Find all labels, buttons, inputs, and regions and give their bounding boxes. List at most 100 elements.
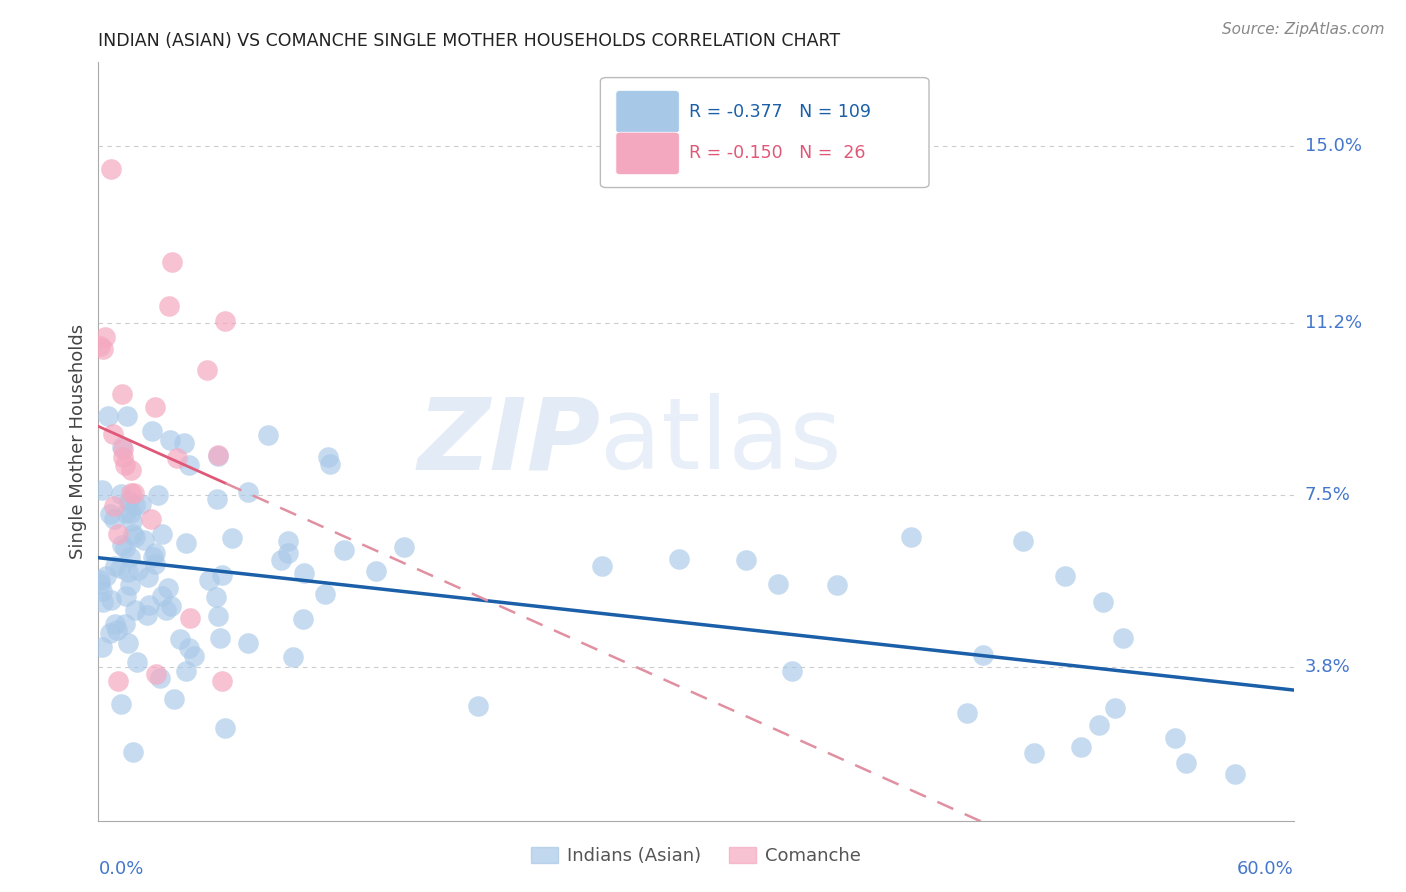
Text: 60.0%: 60.0% bbox=[1237, 860, 1294, 878]
Point bbox=[122, 745, 145, 759]
Point bbox=[89, 577, 111, 591]
Point bbox=[122, 526, 145, 541]
Point bbox=[291, 612, 314, 626]
Text: 15.0%: 15.0% bbox=[1305, 137, 1361, 155]
Point bbox=[150, 589, 173, 603]
Point bbox=[257, 427, 280, 442]
Point bbox=[1088, 718, 1111, 732]
Point bbox=[127, 562, 149, 576]
Point bbox=[103, 558, 125, 573]
Text: R = -0.377   N = 109: R = -0.377 N = 109 bbox=[689, 103, 870, 120]
Point bbox=[735, 553, 758, 567]
Point bbox=[117, 566, 139, 580]
Point bbox=[207, 449, 229, 463]
Text: ZIP: ZIP bbox=[418, 393, 600, 490]
Point bbox=[118, 549, 141, 564]
Point bbox=[91, 343, 114, 357]
Point bbox=[124, 603, 146, 617]
Point bbox=[90, 640, 112, 654]
Point bbox=[195, 363, 218, 377]
Point bbox=[146, 488, 169, 502]
Point bbox=[143, 546, 166, 560]
Point bbox=[91, 595, 114, 609]
Point bbox=[292, 566, 315, 581]
Point bbox=[366, 564, 388, 578]
Point bbox=[236, 635, 259, 649]
Legend: Indians (Asian), Comanche: Indians (Asian), Comanche bbox=[524, 839, 868, 872]
Point bbox=[141, 424, 163, 438]
Point bbox=[118, 578, 141, 592]
Point bbox=[159, 433, 181, 447]
Text: INDIAN (ASIAN) VS COMANCHE SINGLE MOTHER HOUSEHOLDS CORRELATION CHART: INDIAN (ASIAN) VS COMANCHE SINGLE MOTHER… bbox=[98, 32, 841, 50]
Y-axis label: Single Mother Households: Single Mother Households bbox=[69, 324, 87, 559]
Point bbox=[207, 608, 229, 623]
Point bbox=[110, 487, 132, 501]
Point bbox=[112, 450, 135, 464]
Point bbox=[467, 699, 489, 714]
Point bbox=[174, 664, 197, 678]
Point bbox=[205, 492, 228, 507]
Point bbox=[173, 436, 195, 450]
Point bbox=[107, 674, 129, 689]
Point bbox=[314, 587, 336, 601]
Point bbox=[1070, 740, 1092, 755]
Point bbox=[782, 665, 804, 679]
Point bbox=[120, 463, 142, 477]
Point bbox=[1091, 595, 1114, 609]
Point bbox=[117, 636, 139, 650]
Point bbox=[179, 641, 201, 656]
Point bbox=[120, 506, 142, 520]
Point bbox=[122, 486, 145, 500]
Point bbox=[900, 530, 922, 544]
Point bbox=[108, 560, 131, 574]
Point bbox=[316, 450, 339, 465]
Point bbox=[100, 593, 122, 607]
Point bbox=[118, 494, 141, 508]
Point bbox=[1104, 701, 1126, 715]
Point bbox=[110, 697, 132, 711]
Text: 3.8%: 3.8% bbox=[1305, 658, 1350, 676]
Point bbox=[89, 573, 111, 587]
Point bbox=[205, 590, 228, 604]
Point bbox=[152, 527, 174, 541]
Point bbox=[104, 617, 127, 632]
Point bbox=[179, 611, 201, 625]
Point bbox=[91, 483, 114, 497]
Point bbox=[112, 442, 135, 456]
Point bbox=[125, 655, 148, 669]
Text: Source: ZipAtlas.com: Source: ZipAtlas.com bbox=[1222, 22, 1385, 37]
Point bbox=[198, 573, 221, 587]
Point bbox=[149, 671, 172, 685]
Point bbox=[143, 557, 166, 571]
Point bbox=[155, 603, 177, 617]
Point bbox=[129, 497, 152, 511]
Point bbox=[110, 538, 132, 552]
Point bbox=[94, 330, 117, 344]
Point bbox=[160, 599, 183, 614]
Point bbox=[174, 535, 197, 549]
Point bbox=[98, 626, 121, 640]
Point bbox=[277, 534, 299, 549]
Point bbox=[139, 512, 162, 526]
Text: 11.2%: 11.2% bbox=[1305, 314, 1362, 332]
Point bbox=[145, 666, 167, 681]
Point bbox=[211, 568, 233, 582]
Point bbox=[177, 458, 200, 472]
Point bbox=[100, 162, 122, 177]
Point bbox=[183, 649, 205, 664]
Point bbox=[103, 512, 125, 526]
Point bbox=[270, 553, 292, 567]
Text: 0.0%: 0.0% bbox=[98, 860, 143, 878]
Point bbox=[97, 409, 120, 423]
Point bbox=[392, 540, 415, 554]
Point bbox=[142, 549, 165, 564]
FancyBboxPatch shape bbox=[616, 90, 679, 133]
Point bbox=[124, 530, 146, 544]
Point bbox=[134, 533, 156, 547]
Point bbox=[145, 400, 167, 414]
Point bbox=[277, 546, 299, 560]
Point bbox=[333, 543, 356, 558]
Text: atlas: atlas bbox=[600, 393, 842, 490]
Point bbox=[91, 583, 114, 598]
Point bbox=[107, 526, 129, 541]
